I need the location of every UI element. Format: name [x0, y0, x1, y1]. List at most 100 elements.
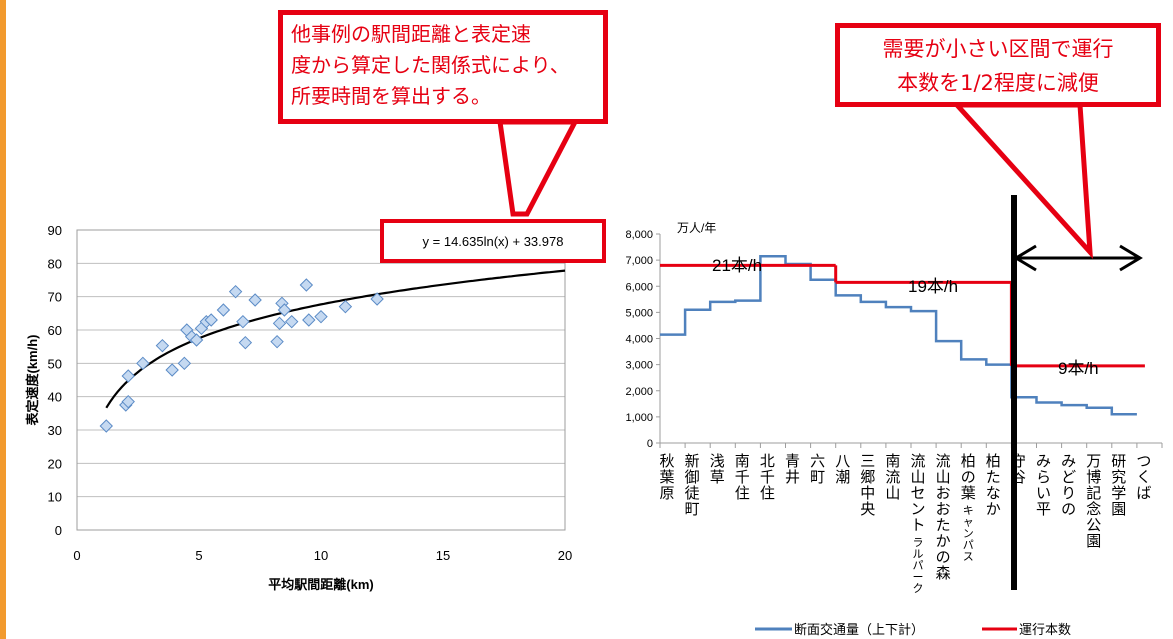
station-label-char: 究: [1111, 469, 1126, 486]
scatter-x-tick-label: 10: [314, 548, 328, 563]
scatter-gridlines: [77, 229, 565, 531]
scatter-point: [302, 313, 316, 327]
scatter-plot-area: [76, 229, 566, 531]
scatter-point: [228, 284, 243, 299]
station-label: 秋葉原: [659, 453, 674, 502]
line-y-ticks: 0 1,000 2,000 3,000 4,000 5,000 6,000 7,000 8,00…: [625, 229, 660, 450]
scatter-point: [121, 394, 135, 409]
station-label-char: 浅: [710, 453, 725, 470]
callout-line: 他事例の駅間距離と表定速: [291, 22, 531, 46]
scatter-y-tick-label: 70: [48, 290, 62, 305]
station-label: 青井: [785, 453, 800, 486]
station-label-char: い: [1036, 485, 1051, 502]
station-label-char: か: [936, 533, 951, 550]
station-label-char: 公: [1086, 517, 1101, 534]
station-label-char: 徒: [685, 485, 700, 502]
scatter-point: [238, 335, 253, 350]
scatter-x-tick-label: 0: [73, 548, 80, 563]
line-y-tick-label: 7,000: [625, 255, 653, 267]
station-label-char: つ: [1136, 453, 1151, 470]
station-label-char: み: [1036, 453, 1051, 470]
station-label-char: 守: [1011, 453, 1026, 470]
scatter-points: [99, 278, 384, 433]
station-label-char: ク: [913, 582, 924, 595]
scatter-y-tick-label: 0: [55, 523, 62, 538]
callout-formula-note: 他事例の駅間距離と表定速 度から算定した関係式により、 所要時間を算出する。: [278, 10, 608, 124]
station-label-char: 中: [860, 485, 875, 502]
scatter-y-tick-label: 80: [48, 256, 62, 271]
station-label-char: ス: [963, 551, 974, 563]
scatter-point: [248, 293, 262, 307]
station-label-char: 井: [785, 469, 800, 486]
annotation-9: 9本/h: [1058, 359, 1099, 378]
scatter-point: [204, 313, 218, 327]
station-label-char: 青: [785, 453, 800, 470]
station-label-char: 央: [860, 501, 875, 518]
station-label: 六町: [810, 453, 825, 486]
station-label-char: 秋: [659, 453, 674, 470]
double-arrow: [1013, 244, 1143, 272]
station-label-char: 原: [659, 485, 674, 502]
accent-bar: [0, 0, 6, 639]
scatter-y-tick-label: 60: [48, 323, 62, 338]
station-label-char: ャ: [963, 517, 974, 529]
station-label-char: み: [1061, 453, 1076, 470]
line-y-tick-label: 3,000: [625, 360, 653, 372]
line-y-tick-label: 1,000: [625, 412, 653, 424]
line-x-ticks: [659, 443, 1163, 448]
log-trendline: [105, 269, 566, 409]
station-label-char: た: [936, 517, 951, 534]
annotation-21: 21本/h: [712, 256, 762, 275]
station-label: 南千住: [735, 453, 750, 502]
legend: 断面交通量（上下計） 運行本数: [755, 622, 1071, 637]
scatter-point: [272, 316, 287, 331]
scatter-point: [270, 334, 284, 349]
callout-line: 所要時間を算出する。: [291, 84, 491, 108]
scatter-y-tick-label: 20: [48, 456, 62, 471]
scatter-y-tick-label: 10: [48, 490, 62, 505]
callout-line: 需要が小さい区間で運行: [882, 37, 1114, 61]
station-label-char: 八: [835, 453, 850, 470]
station-labels: 秋葉原新御徒町浅草南千住北千住青井六町八潮三郷中央南流山流山セントラルパーク流山…: [659, 453, 1151, 595]
station-label-char: ト: [910, 517, 925, 534]
station-label-char: パ: [963, 539, 974, 552]
callout-line: 度から算定した関係式により、: [291, 53, 570, 77]
scatter-y-tick-label: 90: [48, 223, 62, 238]
station-label-char: 町: [685, 501, 700, 518]
line-unit-label: 万人/年: [677, 221, 716, 235]
station-label-char: ー: [913, 572, 924, 584]
station-label-char: 御: [685, 469, 700, 486]
station-label-char: パ: [913, 559, 924, 572]
station-label-char: ば: [1136, 485, 1151, 502]
scatter-point: [277, 303, 292, 317]
station-label-char: 柏: [986, 453, 1001, 470]
scatter-point: [99, 419, 113, 433]
station-label-char: 草: [710, 469, 725, 486]
station-label-char: 記: [1086, 485, 1101, 502]
station-label-char: 住: [760, 485, 775, 502]
station-label-char: 谷: [1011, 469, 1026, 486]
scatter-point: [189, 333, 204, 347]
station-label-char: 葉: [659, 469, 674, 486]
station-label-char: 山: [936, 469, 951, 486]
scatter-x-tick-label: 20: [558, 548, 572, 563]
scatter-x-axis-label: 平均駅間距離(km): [268, 577, 373, 592]
station-label-char: セ: [910, 485, 925, 502]
callout-service-reduction: 需要が小さい区間で運行 本数を1/2程度に減便: [835, 23, 1161, 107]
station-label-char: 流: [936, 453, 951, 470]
scatter-y-ticks: 0 10 20 30 40 50 60 70 80 90: [48, 223, 62, 538]
station-label-char: ル: [913, 549, 924, 561]
station-label-char: な: [986, 485, 1001, 502]
station-label-char: 南: [735, 453, 750, 470]
station-label-char: 住: [735, 485, 750, 502]
scatter-point: [136, 356, 150, 371]
station-label-char: 森: [936, 565, 951, 582]
scatter-point: [285, 314, 299, 329]
line-y-tick-label: 8,000: [625, 229, 653, 241]
service-frequency-lines: [660, 263, 1145, 368]
